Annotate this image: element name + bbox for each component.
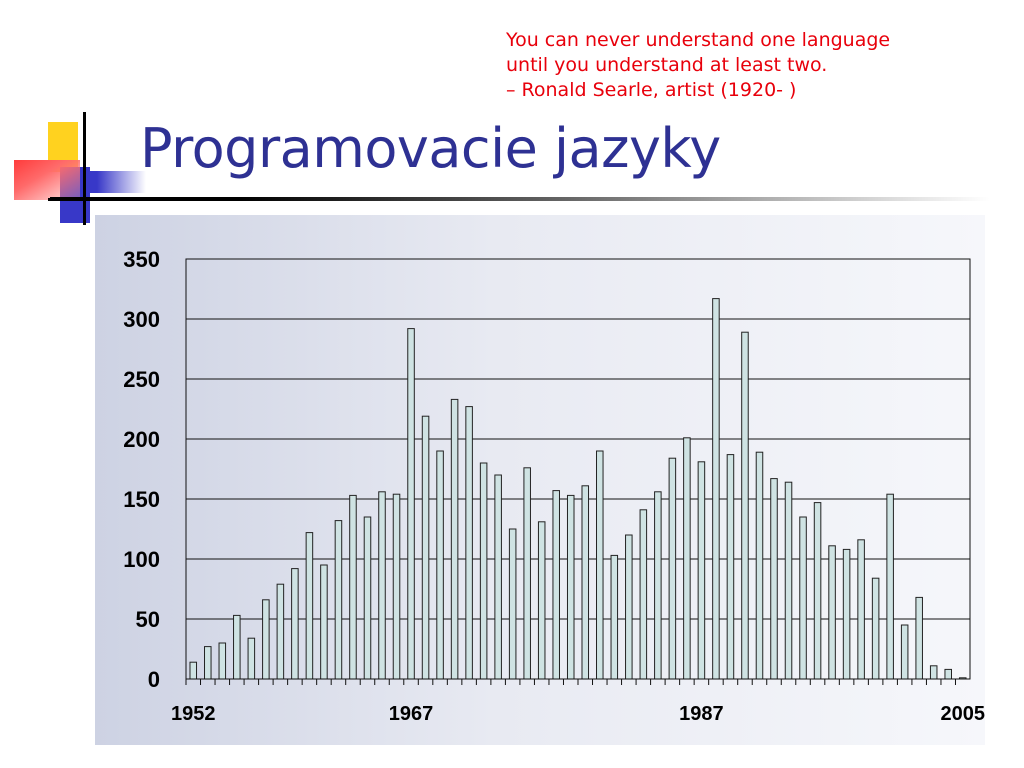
x-tick-label: 2005 [940,703,985,725]
bar: 1964: 135 [363,516,372,680]
bar: 1954: 30 [218,642,227,680]
quote-block: You can never understand one language un… [506,28,1006,103]
x-tick-label: 1952 [171,703,216,725]
deco-vertical-line [83,112,86,225]
quote-line-2: until you understand at least two. [506,54,828,76]
bar: 1991: 189 [755,451,764,680]
bar: 1993: 164 [784,481,793,680]
bar: 1981: 103 [610,554,619,680]
bar: 1952: 14 [189,661,198,680]
bar: 1962: 132 [334,520,343,680]
bar: 1999: 84 [871,577,880,680]
gridlines [186,258,970,680]
bar: 1978: 153 [566,494,575,680]
bar: 1966: 154 [392,493,401,680]
bar: 1986: 201 [683,437,691,680]
bar: 1988: 317 [712,298,720,680]
y-tick-label: 200 [123,427,160,452]
y-tick-label: 0 [148,667,160,692]
bar: 1967: 292 [407,328,415,680]
bar: 1960: 122 [305,532,314,680]
y-tick-label: 50 [136,607,160,632]
bar: 1977: 157 [552,490,560,680]
bar: 1973: 170 [494,474,502,680]
bar: 1974: 125 [508,528,517,680]
axes [185,258,971,685]
bar: 2003: 11 [929,665,938,680]
bar: 1959: 92 [291,568,299,680]
bar: 1958: 79 [276,583,285,680]
bar: 1957: 66 [262,599,270,680]
bar: 2001: 45 [900,624,909,680]
x-tick-label: 1967 [389,703,434,725]
bar: 1968: 219 [421,415,430,680]
bar: 1989: 187 [726,454,735,680]
quote-line-1: You can never understand one language [506,29,891,51]
bar: 2004: 8 [944,668,952,680]
quote-attribution: – Ronald Searle, artist (1920- ) [506,79,797,101]
bar-chart: 1952: 14 1953: 27 1954: 30 1955: 53 1956: 34… [123,247,985,725]
bars: 1952: 14 1953: 27 1954: 30 1955: 53 1956: 34… [189,298,967,680]
bar: 1994: 135 [799,516,807,680]
bar: 1997: 108 [842,548,851,680]
tick-labels: 0 50 100 150 200 250 300 350 1952 1967 1987 2005 [123,247,985,725]
deco-red-fade-bar [14,160,80,200]
bar: 1970: 233 [450,398,459,680]
bar: 1985: 184 [668,457,677,680]
bar: 1983: 141 [639,509,648,680]
bar: 1987: 181 [697,461,706,680]
bar: 1998: 116 [857,539,865,680]
bar: 2000: 154 [886,493,894,680]
y-tick-label: 250 [123,367,160,392]
bar: 1975: 176 [523,467,531,680]
bar: 1992: 167 [770,478,778,680]
bar: 1971: 227 [465,406,473,680]
y-tick-label: 300 [123,307,160,332]
y-tick-label: 100 [123,547,160,572]
bar: 1965: 156 [378,491,386,680]
slide-title: Programovacie jazyky [140,117,721,180]
title-underline [50,197,990,201]
bar: 1984: 156 [654,491,662,680]
bar: 1995: 147 [813,502,822,680]
bar: 1996: 111 [828,545,836,680]
x-tick-label: 1987 [679,703,724,725]
bar: 1955: 53 [233,614,241,680]
bar: 1980: 190 [596,450,604,680]
deco-blue-fade-bar [76,171,146,193]
bar: 1969: 190 [436,450,444,680]
bar: 1990: 289 [741,331,749,680]
y-tick-label: 150 [123,487,160,512]
bar: 1982: 120 [625,534,633,680]
bar: 1979: 161 [581,485,590,680]
plot-frame [185,258,971,680]
bar: 1976: 131 [537,521,546,680]
bar: 1961: 95 [320,564,328,680]
bar: 1972: 180 [479,462,488,680]
bar: 1953: 27 [204,646,212,680]
y-tick-label: 350 [123,247,160,272]
bar: 1956: 34 [247,637,256,680]
bar: 1963: 153 [349,494,357,680]
